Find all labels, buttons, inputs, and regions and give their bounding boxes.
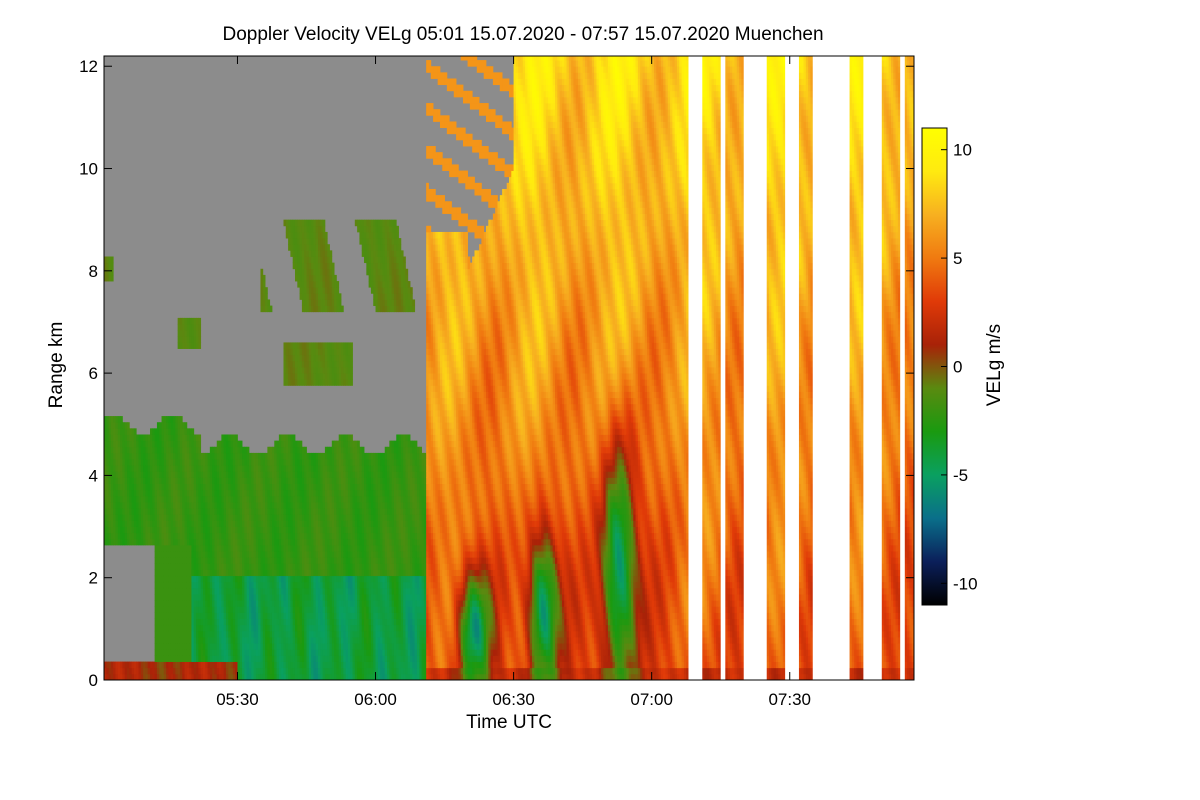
chart-title: Doppler Velocity VELg 05:01 15.07.2020 -… xyxy=(222,24,823,45)
data-gap xyxy=(785,56,799,680)
colorbar-tick-label: 10 xyxy=(953,141,972,160)
y-axis-label: Range km xyxy=(46,322,67,409)
y-tick-label: 12 xyxy=(79,57,98,76)
colorbar: 10 5 0 -5 -10 xyxy=(921,127,978,606)
x-tick-label: 06:00 xyxy=(354,690,397,709)
y-axis: 0 2 4 6 8 10 12 xyxy=(79,57,914,690)
y-tick-label: 10 xyxy=(79,160,98,179)
plot-frame xyxy=(103,55,915,681)
colorbar-tick-label: 5 xyxy=(953,249,962,268)
x-axis: 05:30 06:00 06:30 07:00 07:30 xyxy=(216,56,811,709)
y-tick-label: 6 xyxy=(89,364,98,383)
data-gap xyxy=(812,56,850,680)
x-tick-label: 07:30 xyxy=(768,690,811,709)
colorbar-tick-label: 0 xyxy=(953,358,962,377)
data-gap xyxy=(900,56,905,680)
colorbar-tick-label: -10 xyxy=(953,574,978,593)
x-tick-label: 06:30 xyxy=(492,690,535,709)
colorbar-tick-label: -5 xyxy=(953,466,968,485)
x-axis-label: Time UTC xyxy=(466,712,552,733)
y-tick-label: 2 xyxy=(89,569,98,588)
colorbar-label: VELg m/s xyxy=(984,324,1005,406)
data-gap xyxy=(688,56,703,680)
y-tick-label: 0 xyxy=(89,671,98,690)
x-tick-label: 07:00 xyxy=(630,690,673,709)
y-tick-label: 4 xyxy=(89,466,98,485)
data-gap xyxy=(720,56,726,680)
x-tick-label: 05:30 xyxy=(216,690,259,709)
y-tick-label: 8 xyxy=(89,262,98,281)
data-gap xyxy=(863,56,882,680)
data-gap xyxy=(743,56,767,680)
heatmap-plot-area xyxy=(104,56,914,680)
